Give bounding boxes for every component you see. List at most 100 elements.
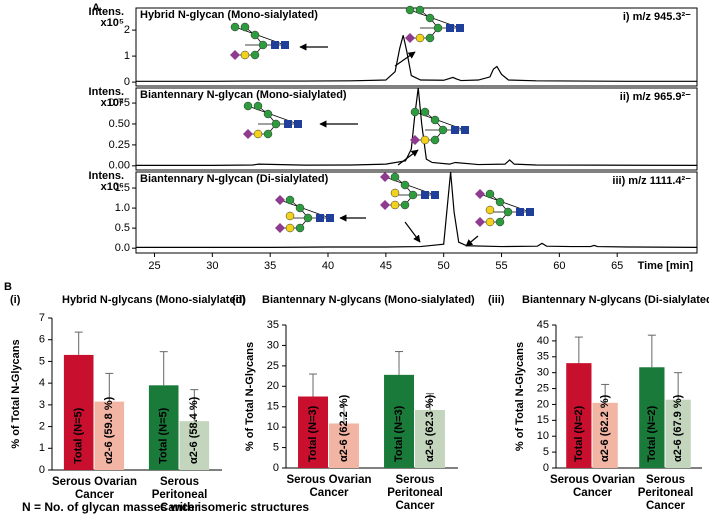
x-tick-label: 55	[495, 260, 507, 272]
y-tick-label: 20	[267, 380, 279, 392]
panel-title: Biantennary N-glycan (Di-sialylated)	[140, 173, 329, 185]
y-tick-label: 0.50	[109, 118, 130, 130]
y-tick-label: 3	[39, 399, 45, 411]
y-axis-label: % of Total N-Glycans	[244, 342, 256, 451]
y-axis-label: Intens.	[89, 6, 124, 18]
x-tick-label: Serous Ovarian Cancer	[286, 474, 372, 499]
glcnac	[431, 191, 439, 199]
y-tick-label: 35	[267, 319, 279, 331]
hexose	[503, 207, 513, 217]
chromatogram-line	[136, 87, 698, 166]
y-tick-label: 40	[537, 335, 549, 347]
glcnac	[461, 126, 469, 134]
glycan-icon	[275, 195, 334, 233]
hexose	[240, 50, 250, 60]
bar	[329, 423, 359, 468]
glcnac	[446, 24, 454, 32]
hexose	[390, 200, 400, 210]
arrow	[394, 51, 416, 67]
glcnac	[451, 126, 459, 134]
hexose	[285, 211, 295, 221]
bar-label: α2-6 (59.8 %)	[103, 396, 115, 464]
hexose	[253, 129, 263, 139]
bar-label: α2-6 (62.2 %)	[599, 394, 611, 462]
hexose	[400, 200, 410, 210]
y-tick-label: 30	[267, 339, 279, 351]
glcnac	[326, 214, 334, 222]
y-axis-label: x10⁶	[101, 181, 124, 193]
hexose	[485, 189, 495, 199]
sialic-acid	[243, 129, 253, 139]
y-tick-label: 15	[537, 414, 549, 426]
hexose	[285, 195, 295, 205]
hexose	[425, 33, 435, 43]
y-tick-label: 1	[39, 442, 45, 454]
x-tick-label: 65	[611, 260, 623, 272]
hexose	[430, 135, 440, 145]
glcnac	[294, 120, 302, 128]
glcnac	[284, 120, 292, 128]
bar	[415, 409, 445, 468]
x-tick-label: Serous Peritoneal Cancer	[387, 474, 443, 512]
y-tick-label: 0	[39, 464, 45, 476]
y-tick-label: 1.0	[115, 202, 130, 214]
y-axis-label: Intens.	[89, 170, 124, 182]
hexose	[415, 5, 425, 15]
sialic-acid	[230, 50, 240, 60]
hexose	[258, 40, 268, 50]
x-tick-label: 25	[148, 260, 160, 272]
bar-label: α2-6 (67.9 %)	[672, 394, 684, 462]
y-tick-label: 10	[267, 421, 279, 433]
hexose	[438, 125, 448, 135]
hexose	[425, 13, 435, 23]
bar	[148, 385, 179, 470]
panel-title: Hybrid N-glycan (Mono-sialylated)	[140, 9, 318, 21]
x-tick-label: Serous Ovarian Cancer	[549, 474, 635, 499]
chart-title: Biantennary N-glycans (Di-sialylated)	[522, 294, 709, 306]
y-tick-label: 30	[537, 367, 549, 379]
y-tick-label: 5	[273, 441, 279, 453]
glycan-icon	[405, 5, 464, 43]
hexose	[485, 217, 495, 227]
y-axis-label: % of Total N-Glycans	[514, 342, 526, 451]
y-tick-label: 0	[273, 462, 279, 474]
arrow	[404, 221, 421, 243]
bar	[179, 421, 210, 470]
glcnac	[456, 24, 464, 32]
footnote: N = No. of glycan masses with isomeric s…	[22, 500, 310, 514]
panel-label: A	[92, 2, 100, 14]
hexose	[295, 203, 305, 213]
sialic-acid	[410, 135, 420, 145]
hexose	[250, 30, 260, 40]
y-tick-label: 45	[537, 319, 549, 331]
plot-frame	[135, 87, 698, 171]
y-tick-label: 4	[39, 377, 45, 389]
glycan-icon	[243, 101, 302, 139]
hexose	[243, 101, 253, 111]
chromatogram-line	[136, 35, 697, 82]
x-tick-label: Serous Ovarian Cancer	[51, 476, 137, 501]
y-tick-label: 2	[39, 420, 45, 432]
bar-label: α2-6 (62.2 %)	[338, 394, 350, 462]
hexose	[303, 213, 313, 223]
y-tick-label: 0.25	[109, 139, 130, 151]
glcnac	[526, 208, 534, 216]
panel-label: B	[4, 281, 12, 293]
arrow	[397, 149, 419, 166]
annotation: iii) m/z 1111.4²⁻	[612, 175, 691, 187]
sialic-acid	[405, 33, 415, 43]
glcnac	[281, 41, 289, 49]
bar	[298, 396, 328, 468]
panel-label: (ii)	[232, 294, 246, 306]
y-tick-label: 10	[537, 430, 549, 442]
hexose	[271, 119, 281, 129]
hexose	[240, 22, 250, 32]
panel-label: (i)	[10, 294, 21, 306]
y-axis-label: Intens.	[89, 86, 124, 98]
hexose	[495, 197, 505, 207]
y-tick-label: 25	[537, 382, 549, 394]
sialic-acid	[380, 172, 390, 182]
x-tick-label: 50	[438, 260, 450, 272]
bar-label: α2-6 (58.4 %)	[188, 396, 200, 464]
